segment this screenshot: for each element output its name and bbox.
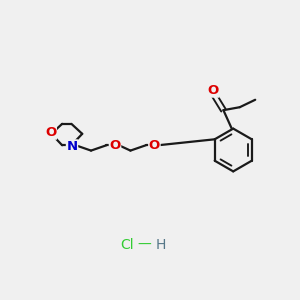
- Text: O: O: [149, 139, 160, 152]
- Text: —: —: [138, 238, 152, 252]
- Text: O: O: [45, 126, 56, 139]
- Text: O: O: [110, 139, 121, 152]
- Text: Cl: Cl: [120, 238, 134, 252]
- Text: H: H: [155, 238, 166, 252]
- Text: O: O: [208, 84, 219, 97]
- Text: N: N: [66, 140, 78, 153]
